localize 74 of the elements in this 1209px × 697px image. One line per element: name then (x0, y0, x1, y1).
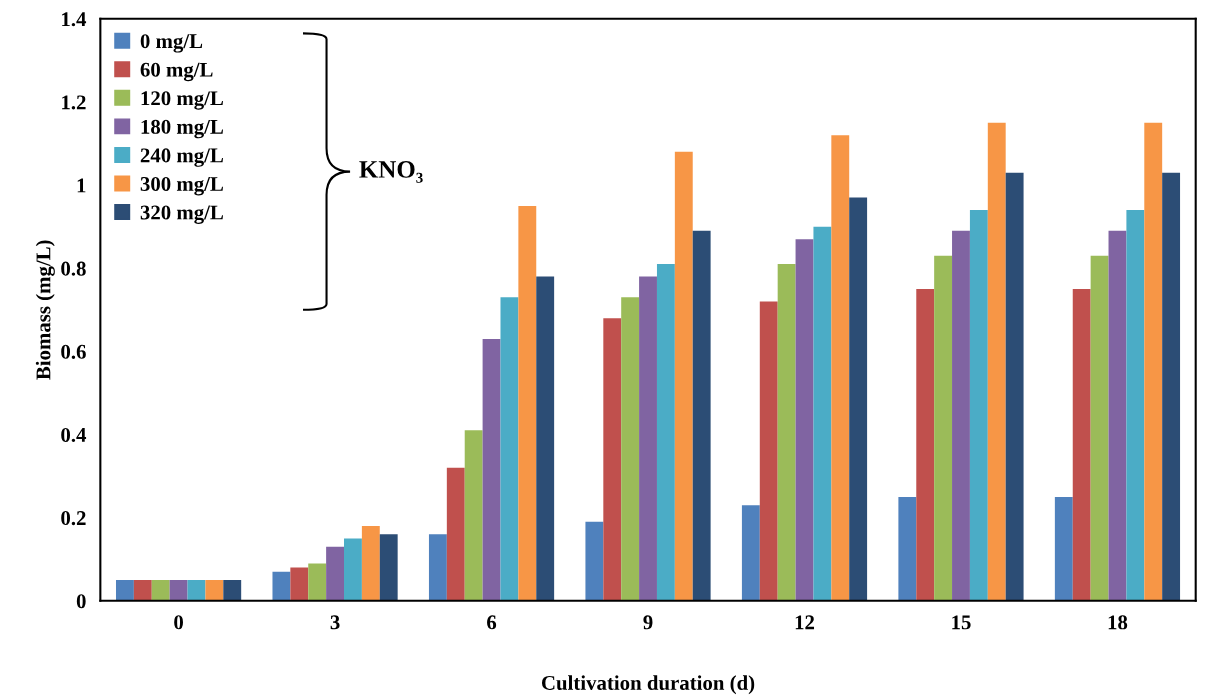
x-tick-label: 6 (487, 615, 497, 630)
bar (759, 301, 778, 601)
legend-label: 240 mg/L (140, 148, 223, 167)
bar (308, 563, 327, 601)
x-tick-label: 12 (795, 615, 815, 630)
bar (223, 580, 242, 601)
bar (290, 567, 309, 601)
legend-label: 300 mg/L (140, 176, 223, 196)
bar (1126, 210, 1145, 601)
bar (639, 276, 657, 601)
bar (692, 230, 711, 601)
legend-label: 120 mg/L (141, 91, 223, 110)
legend-label: 320 mg/L (140, 205, 223, 224)
x-tick-label: 9 (643, 615, 653, 630)
y-tick-label: 0 (76, 594, 86, 609)
bar (934, 255, 953, 601)
bar (151, 580, 170, 601)
bar (1144, 122, 1163, 601)
bar (969, 210, 988, 601)
x-tick-label: 18 (1108, 615, 1128, 630)
bar (464, 430, 483, 601)
bar (777, 264, 796, 601)
y-tick-label: 0.8 (61, 261, 86, 276)
y-tick-label: 1.2 (62, 95, 86, 110)
y-tick-label: 1 (77, 178, 86, 193)
bar (205, 580, 224, 601)
bar (361, 525, 380, 601)
bar (500, 297, 519, 601)
bar (621, 297, 640, 601)
bar (272, 571, 291, 601)
legend-label: 180 mg/L (141, 119, 223, 139)
bar (428, 534, 447, 601)
bar (795, 239, 814, 601)
bar (169, 580, 188, 601)
bar (916, 289, 935, 601)
bar (849, 197, 868, 601)
bar (898, 496, 917, 601)
bar (446, 467, 465, 601)
bar (674, 151, 693, 601)
legend-label: 0 mg/L (140, 34, 203, 53)
bar (741, 505, 760, 601)
bar (1054, 496, 1073, 601)
bar (518, 205, 537, 601)
y-tick-label: 0.4 (61, 427, 87, 443)
bar (656, 264, 675, 601)
bar (603, 318, 622, 601)
x-tick-label: 15 (952, 615, 971, 630)
bar (379, 534, 398, 601)
bar (585, 521, 604, 601)
y-tick-label: 0.6 (61, 344, 86, 359)
legend-label: 60 mg/L (140, 62, 213, 82)
bar (482, 338, 501, 601)
bar (326, 546, 345, 601)
bar (952, 230, 970, 601)
bar (1108, 230, 1127, 601)
bar (987, 122, 1006, 601)
bar (115, 580, 134, 601)
y-axis-title: Biomass (mg/L) (35, 240, 55, 380)
bar (133, 580, 152, 601)
bar (1005, 172, 1024, 601)
bar (813, 226, 832, 601)
y-tick-label: 1.4 (62, 12, 87, 27)
bar (1162, 172, 1181, 601)
bar (831, 135, 850, 601)
y-tick-label: 0.2 (61, 511, 86, 526)
bar (187, 580, 206, 601)
x-tick-label: 0 (174, 615, 183, 630)
x-tick-label: 3 (330, 615, 340, 630)
bar (1072, 289, 1091, 601)
bar (344, 538, 362, 601)
bar (536, 276, 555, 601)
annotation: KNO₃ (359, 161, 423, 183)
bar (1090, 255, 1109, 601)
x-axis-title: Cultivation duration (d) (541, 675, 755, 695)
